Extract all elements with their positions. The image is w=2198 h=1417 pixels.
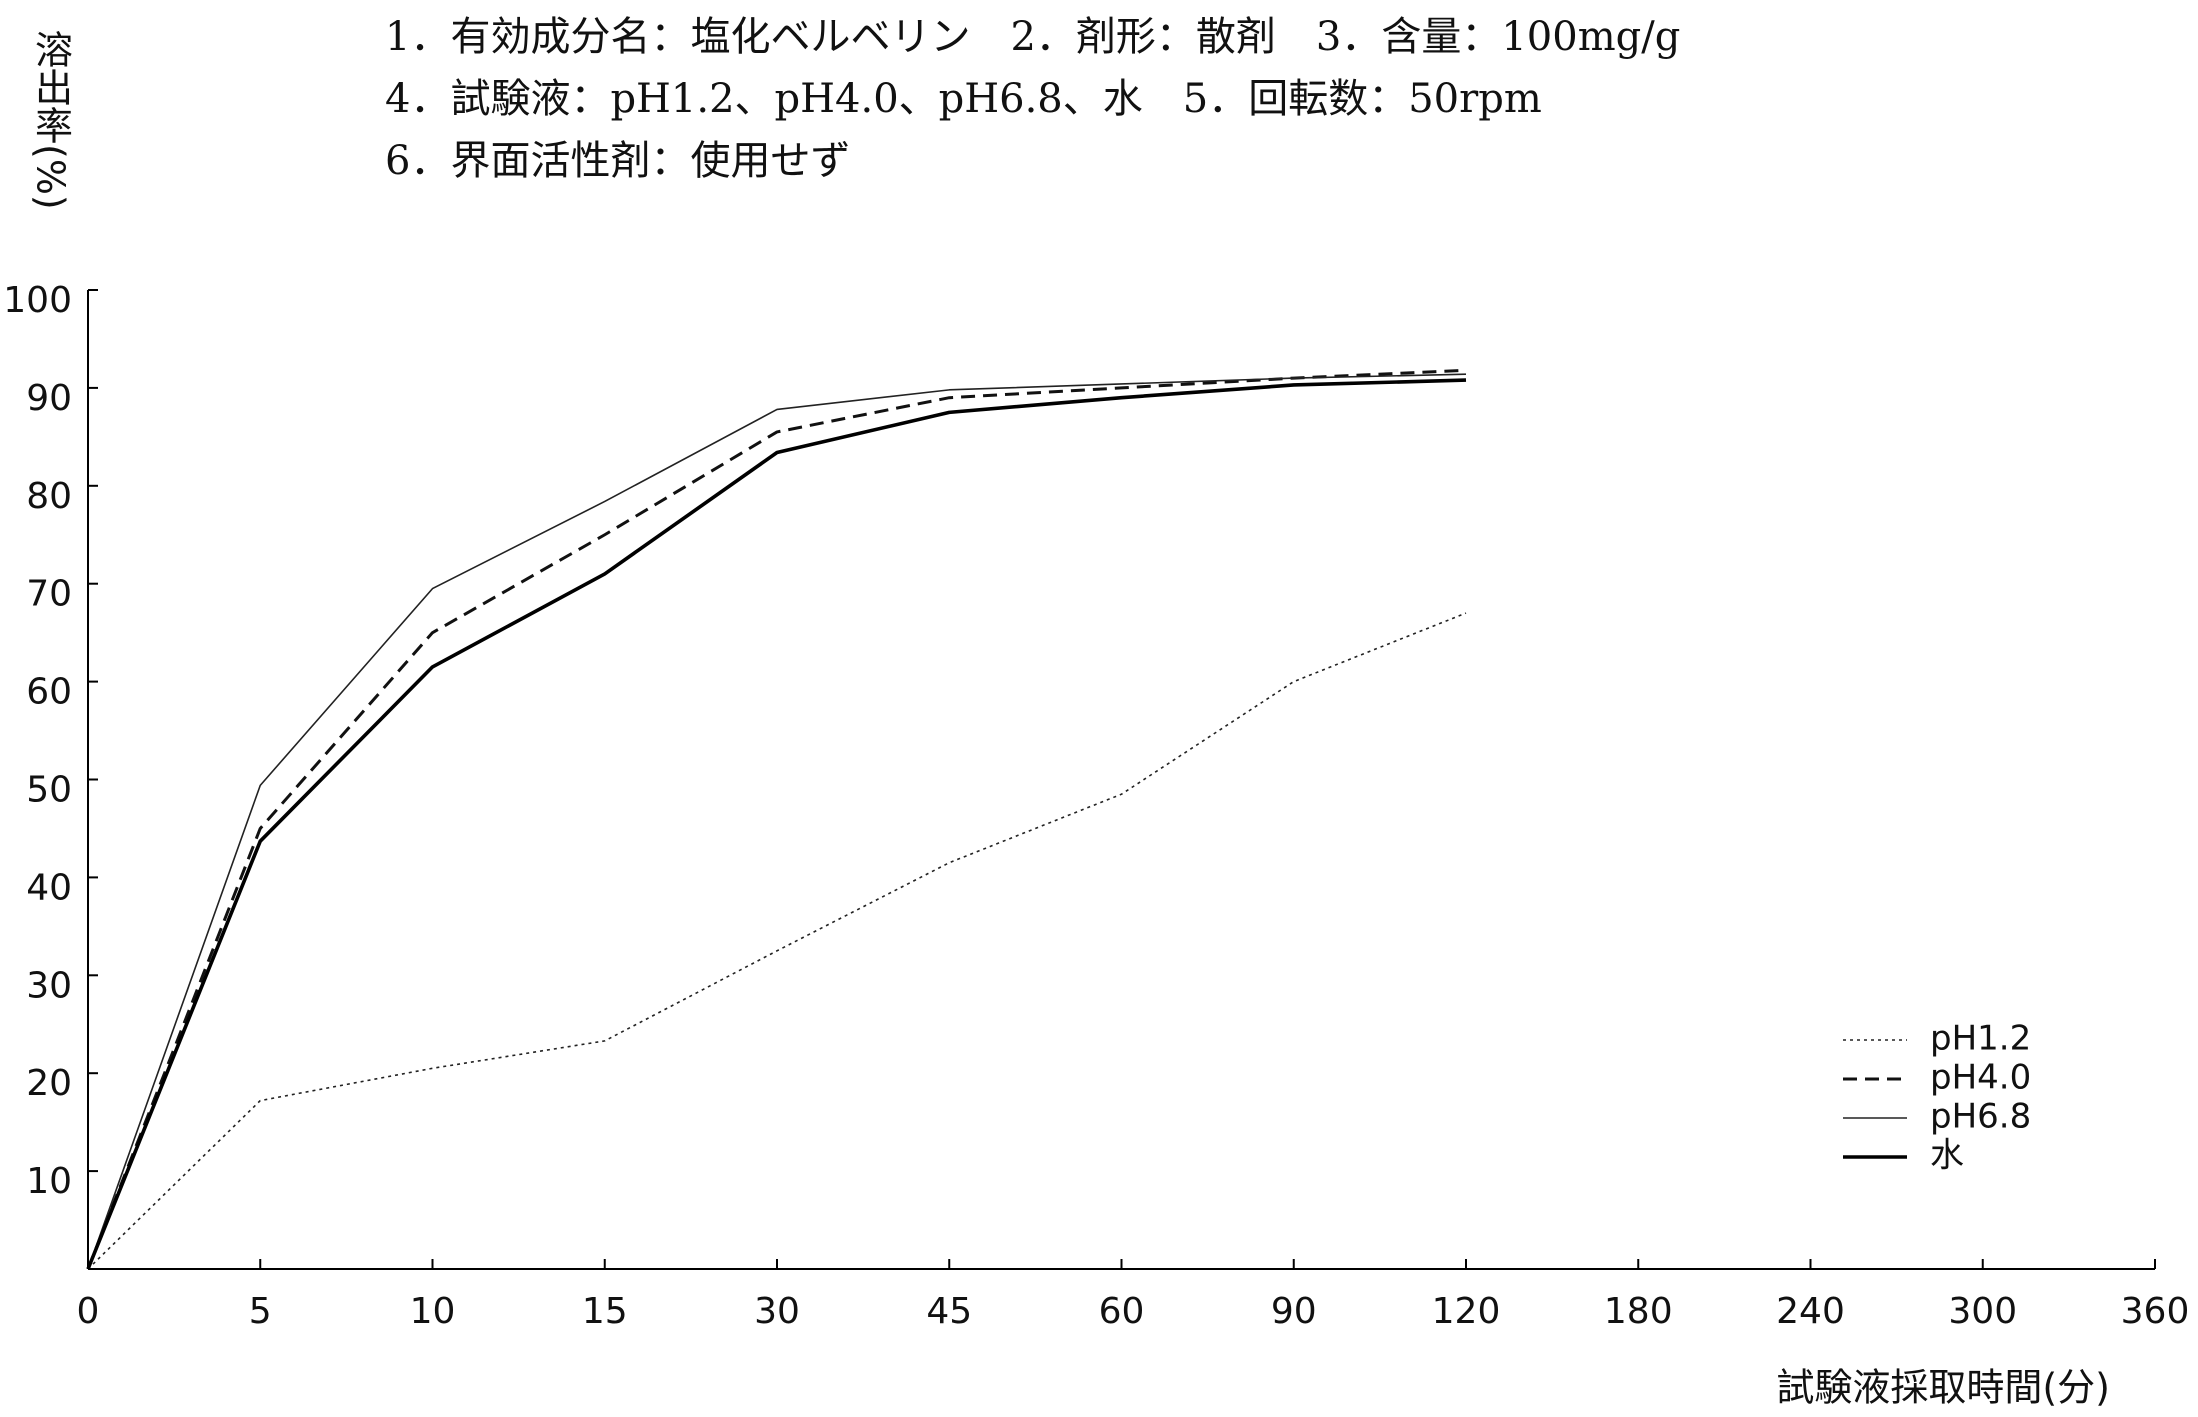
x-tick-label: 15 <box>582 1291 628 1332</box>
y-tick-label: 50 <box>26 770 72 811</box>
legend-label: pH4.0 <box>1930 1058 2031 1098</box>
y-tick-label: 60 <box>26 672 72 713</box>
y-tick-label: 20 <box>26 1063 72 1104</box>
x-tick-label: 180 <box>1604 1291 1673 1332</box>
y-tick-label: 80 <box>26 476 72 517</box>
header-line: 4．試験液：pH1.2、pH4.0、pH6.8、水 5．回転数：50rpm <box>385 76 1542 122</box>
series-line <box>87 612 1467 1270</box>
x-tick-label: 120 <box>1432 1291 1501 1332</box>
x-tick-label: 90 <box>1271 1291 1317 1332</box>
x-tick-label: 45 <box>926 1291 972 1332</box>
y-tick-label: 100 <box>3 280 72 321</box>
series-line <box>86 378 1467 1270</box>
header-line: 6．界面活性剤：使用せず <box>385 138 850 184</box>
header-line: 1．有効成分名：塩化ベルベリン 2．剤形：散剤 3．含量：100mg/g <box>385 14 1680 60</box>
y-tick-label: 30 <box>26 965 72 1006</box>
y-tick-label: 40 <box>26 867 72 908</box>
y-axis-label: 溶出率(%) <box>29 30 73 210</box>
legend-label: pH6.8 <box>1930 1097 2031 1137</box>
series-line <box>87 373 1467 1270</box>
y-tick-label: 90 <box>26 378 72 419</box>
x-tick-label: 240 <box>1776 1291 1845 1332</box>
x-tick-label: 0 <box>77 1291 100 1332</box>
legend-label: 水 <box>1930 1136 1964 1176</box>
x-axis-label: 試験液採取時間(分) <box>1776 1366 2110 1410</box>
y-tick-label: 70 <box>26 574 72 615</box>
x-tick-label: 10 <box>410 1291 456 1332</box>
x-tick-label: 30 <box>754 1291 800 1332</box>
x-tick-label: 300 <box>1948 1291 2017 1332</box>
y-tick-label: 10 <box>26 1161 72 1202</box>
series-line <box>86 368 1467 1270</box>
x-tick-label: 60 <box>1099 1291 1145 1332</box>
x-tick-label: 5 <box>249 1291 272 1332</box>
legend-label: pH1.2 <box>1930 1019 2031 1059</box>
x-tick-label: 360 <box>2121 1291 2190 1332</box>
